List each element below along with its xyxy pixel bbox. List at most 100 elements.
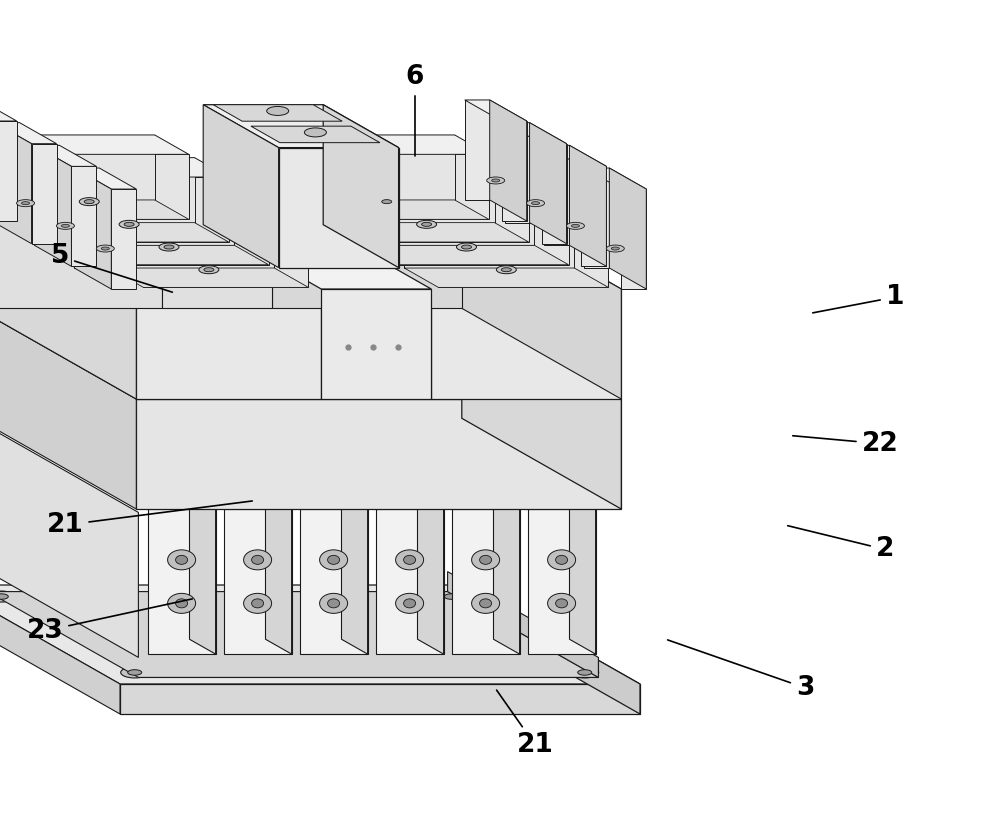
Polygon shape (494, 494, 520, 654)
Text: 2: 2 (788, 526, 894, 562)
Polygon shape (438, 222, 608, 287)
Polygon shape (195, 472, 203, 507)
Ellipse shape (480, 555, 492, 564)
Ellipse shape (271, 485, 279, 490)
Polygon shape (376, 509, 444, 654)
Ellipse shape (611, 247, 619, 250)
Polygon shape (74, 168, 111, 289)
Polygon shape (423, 472, 431, 507)
Polygon shape (279, 147, 399, 268)
Ellipse shape (396, 549, 424, 570)
Ellipse shape (251, 485, 259, 490)
Polygon shape (404, 203, 608, 222)
Polygon shape (285, 135, 455, 200)
Ellipse shape (472, 593, 500, 614)
Ellipse shape (571, 225, 579, 227)
Ellipse shape (101, 247, 109, 250)
Ellipse shape (571, 667, 599, 678)
Polygon shape (452, 509, 520, 654)
Ellipse shape (175, 485, 183, 490)
Ellipse shape (121, 667, 149, 678)
Polygon shape (271, 472, 279, 507)
Ellipse shape (252, 599, 264, 608)
Polygon shape (74, 168, 136, 189)
Polygon shape (490, 100, 527, 221)
Polygon shape (30, 223, 229, 242)
Polygon shape (581, 166, 606, 266)
Polygon shape (364, 181, 534, 245)
Polygon shape (34, 146, 71, 266)
Ellipse shape (606, 245, 624, 252)
Polygon shape (502, 494, 596, 509)
Polygon shape (347, 472, 355, 507)
Ellipse shape (437, 591, 465, 602)
Polygon shape (0, 200, 189, 219)
Ellipse shape (176, 599, 188, 608)
Polygon shape (266, 494, 292, 654)
Ellipse shape (496, 348, 518, 357)
Ellipse shape (480, 599, 492, 608)
Polygon shape (109, 268, 308, 287)
Polygon shape (364, 181, 569, 199)
Text: 3: 3 (668, 640, 814, 701)
Ellipse shape (61, 225, 69, 227)
Ellipse shape (294, 350, 304, 353)
Polygon shape (404, 203, 574, 268)
Ellipse shape (456, 243, 476, 251)
Ellipse shape (17, 199, 35, 207)
Polygon shape (0, 585, 640, 684)
Ellipse shape (444, 593, 458, 599)
Polygon shape (325, 223, 529, 242)
Polygon shape (120, 684, 640, 714)
Ellipse shape (327, 485, 335, 490)
Ellipse shape (566, 222, 584, 230)
Polygon shape (0, 427, 138, 658)
Polygon shape (458, 472, 466, 507)
Ellipse shape (267, 107, 289, 116)
Polygon shape (162, 199, 431, 289)
Ellipse shape (548, 593, 576, 614)
Polygon shape (272, 199, 621, 289)
Polygon shape (182, 309, 347, 399)
Ellipse shape (347, 485, 355, 490)
Polygon shape (404, 268, 608, 287)
Polygon shape (32, 144, 57, 243)
Polygon shape (382, 472, 390, 507)
Ellipse shape (377, 198, 397, 206)
Ellipse shape (176, 555, 188, 564)
Text: 6: 6 (406, 64, 424, 156)
Polygon shape (71, 166, 96, 266)
Polygon shape (162, 199, 272, 309)
Polygon shape (544, 146, 569, 245)
Polygon shape (30, 158, 229, 177)
Ellipse shape (472, 549, 500, 570)
Ellipse shape (565, 373, 589, 383)
Polygon shape (466, 585, 640, 714)
Ellipse shape (519, 346, 543, 357)
Ellipse shape (496, 265, 516, 274)
Polygon shape (431, 289, 621, 399)
Polygon shape (465, 100, 527, 121)
Ellipse shape (306, 485, 314, 490)
Ellipse shape (461, 245, 471, 249)
Ellipse shape (534, 485, 542, 490)
Ellipse shape (230, 485, 238, 490)
Polygon shape (138, 658, 598, 677)
Ellipse shape (458, 485, 466, 490)
Ellipse shape (382, 199, 392, 204)
Ellipse shape (128, 670, 142, 675)
Ellipse shape (84, 199, 94, 204)
Polygon shape (399, 199, 569, 265)
Polygon shape (323, 105, 399, 268)
Polygon shape (30, 158, 195, 223)
Polygon shape (505, 123, 530, 223)
Text: 5: 5 (51, 243, 172, 292)
Ellipse shape (404, 555, 416, 564)
Polygon shape (350, 494, 444, 509)
Polygon shape (285, 200, 489, 219)
Ellipse shape (124, 222, 134, 226)
Polygon shape (359, 177, 529, 242)
Polygon shape (0, 123, 32, 243)
Ellipse shape (555, 485, 563, 490)
Polygon shape (530, 123, 567, 243)
